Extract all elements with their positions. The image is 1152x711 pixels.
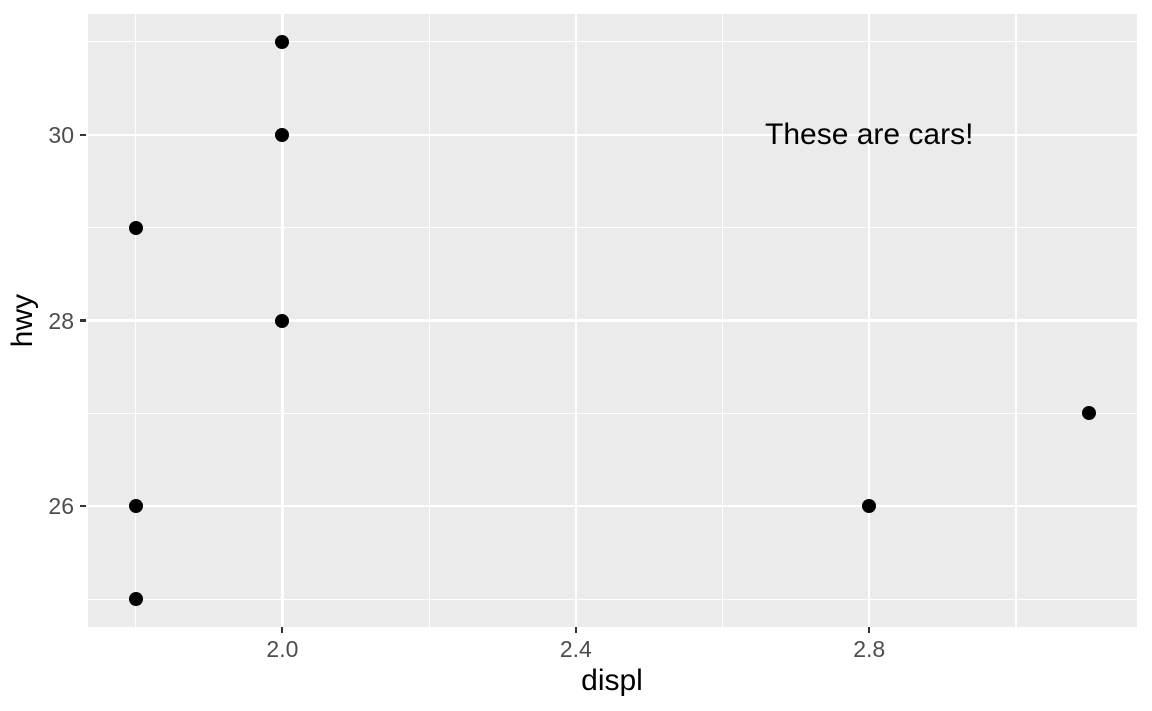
x-axis-title: displ xyxy=(581,664,643,697)
minor-gridline-y xyxy=(88,598,1137,600)
x-tick-mark xyxy=(574,627,577,633)
minor-gridline-y xyxy=(88,412,1137,414)
y-axis-title: hwy xyxy=(6,293,39,348)
x-tick-label: 2.4 xyxy=(559,636,592,662)
data-point xyxy=(275,34,290,49)
data-point xyxy=(275,127,290,142)
y-tick-label: 26 xyxy=(48,493,74,520)
y-tick-mark xyxy=(80,133,86,136)
minor-gridline-y xyxy=(88,227,1137,229)
major-gridline-y xyxy=(88,319,1137,322)
y-tick-label: 30 xyxy=(48,121,74,148)
data-point xyxy=(128,220,143,235)
y-tick-mark xyxy=(80,319,86,322)
data-point xyxy=(1082,406,1097,421)
plot-panel: These are cars! xyxy=(88,14,1137,627)
x-tick-label: 2.0 xyxy=(266,636,299,662)
annotation-text: These are cars! xyxy=(765,117,974,151)
major-gridline-y xyxy=(88,505,1137,508)
data-point xyxy=(128,499,143,514)
x-tick-label: 2.8 xyxy=(853,636,886,662)
y-axis-title-wrap: hwy xyxy=(6,14,40,627)
major-gridline-y xyxy=(88,133,1137,136)
x-tick-mark xyxy=(281,627,284,633)
data-point xyxy=(862,499,877,514)
data-point xyxy=(275,313,290,328)
x-tick-mark xyxy=(868,627,871,633)
data-point xyxy=(128,592,143,607)
minor-gridline-y xyxy=(88,41,1137,43)
y-tick-label: 28 xyxy=(48,307,74,334)
y-tick-mark xyxy=(80,505,86,508)
